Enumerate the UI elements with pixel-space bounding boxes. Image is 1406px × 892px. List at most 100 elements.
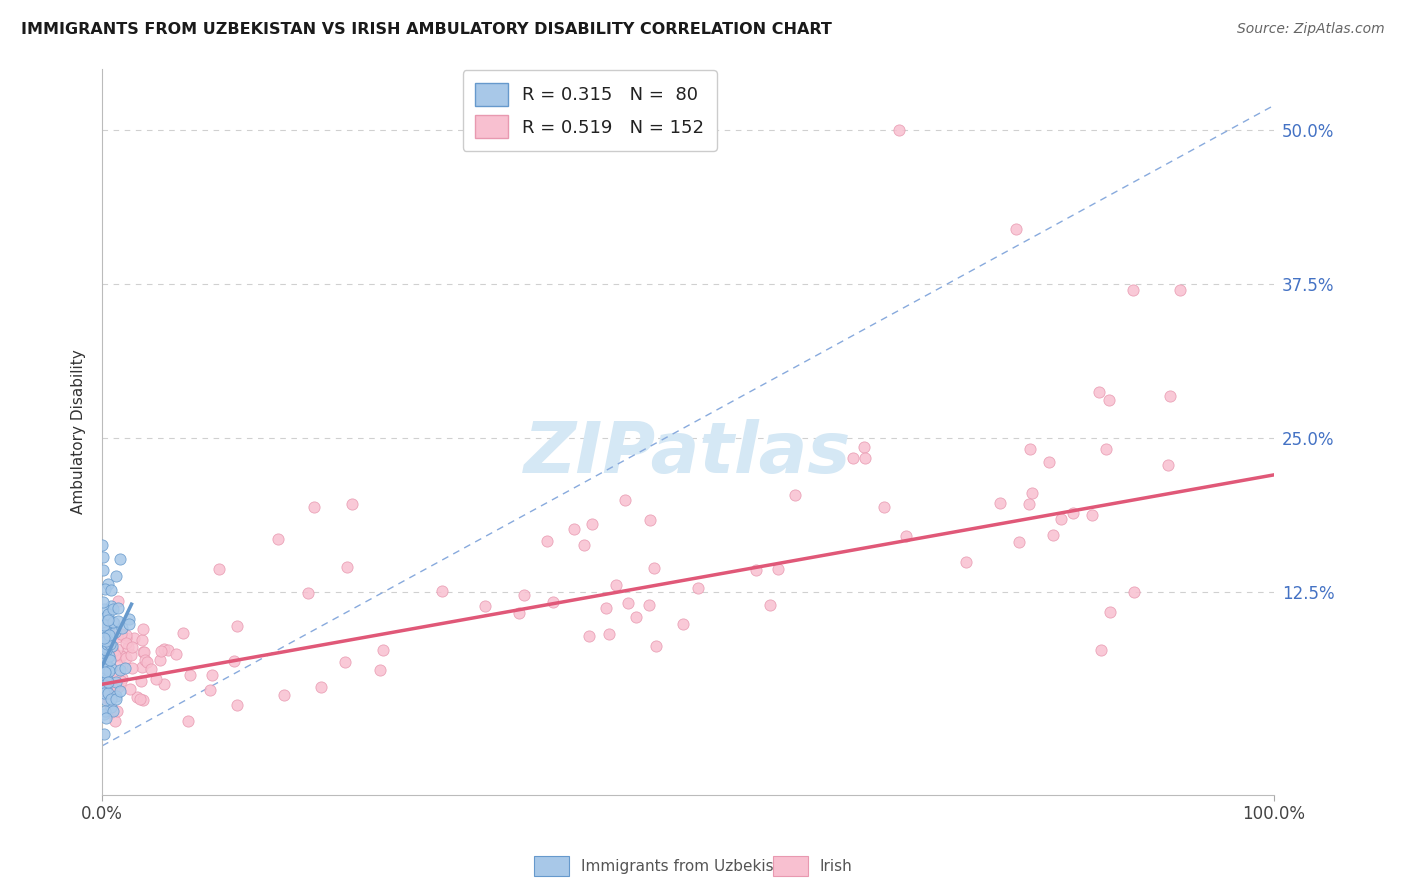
Point <box>103 680 125 694</box>
Point <box>98 630 121 644</box>
Point <box>432 583 454 598</box>
Point <box>93 632 115 647</box>
Point <box>97 686 120 700</box>
Point <box>93 654 115 668</box>
Point <box>97 690 120 704</box>
Point <box>97 619 120 633</box>
Point <box>91 539 114 553</box>
Point <box>98 653 121 667</box>
Point <box>578 630 600 644</box>
Point <box>153 677 176 691</box>
Point <box>1018 442 1040 456</box>
Point <box>96 690 118 705</box>
Point <box>179 668 201 682</box>
Point <box>474 599 496 613</box>
Point <box>94 634 117 648</box>
Point <box>105 704 128 718</box>
Point <box>595 601 617 615</box>
Point <box>91 549 114 564</box>
Point <box>1095 442 1118 456</box>
Point <box>97 613 120 627</box>
Point <box>617 597 640 611</box>
Point <box>153 641 176 656</box>
Point <box>115 651 138 665</box>
Point <box>105 675 128 690</box>
Point <box>93 706 115 721</box>
Point <box>93 664 115 678</box>
Point <box>98 706 121 721</box>
Point <box>222 654 245 668</box>
Point <box>766 562 789 576</box>
Point <box>842 450 865 465</box>
Point <box>111 621 134 635</box>
Point <box>93 646 115 660</box>
Point <box>132 645 155 659</box>
Point <box>93 704 115 718</box>
Point <box>97 672 120 686</box>
Point <box>108 663 131 677</box>
Point <box>107 594 129 608</box>
Point <box>166 648 188 662</box>
Point <box>562 522 585 536</box>
Point <box>1090 642 1112 657</box>
Point <box>93 665 115 679</box>
Point <box>156 643 179 657</box>
Point <box>94 673 117 687</box>
Point <box>105 692 128 706</box>
Point <box>96 609 118 624</box>
Point <box>1157 458 1180 472</box>
Point <box>139 662 162 676</box>
Point <box>108 649 131 664</box>
Point <box>94 665 117 679</box>
Point <box>887 123 910 137</box>
Point <box>368 663 391 677</box>
Point <box>93 690 115 704</box>
Point <box>96 637 118 651</box>
Point <box>226 619 249 633</box>
Point <box>96 711 118 725</box>
Point <box>103 615 125 629</box>
Point <box>93 646 115 660</box>
Point <box>273 688 295 702</box>
Point <box>101 640 124 654</box>
Point <box>104 714 127 728</box>
Point <box>94 627 117 641</box>
Point <box>118 681 141 696</box>
Point <box>149 653 172 667</box>
Point <box>94 678 117 692</box>
Point <box>1123 585 1146 599</box>
Point <box>955 555 977 569</box>
Point <box>132 693 155 707</box>
Point <box>93 652 115 666</box>
Point <box>129 674 152 689</box>
Point <box>97 675 120 690</box>
Point <box>97 648 120 662</box>
Point <box>1062 507 1084 521</box>
Point <box>626 610 648 624</box>
Point <box>94 679 117 693</box>
Point <box>97 628 120 642</box>
Point <box>125 690 148 705</box>
Text: Source: ZipAtlas.com: Source: ZipAtlas.com <box>1237 22 1385 37</box>
Point <box>103 673 125 687</box>
Point <box>335 655 357 669</box>
Point <box>101 705 124 719</box>
Point <box>614 492 637 507</box>
Point <box>118 617 141 632</box>
Point <box>118 612 141 626</box>
Point <box>93 631 115 645</box>
Point <box>745 563 768 577</box>
Point <box>134 653 156 667</box>
Point <box>96 643 118 657</box>
Point <box>1098 605 1121 619</box>
Point <box>114 661 136 675</box>
Point <box>110 552 132 566</box>
Point <box>643 561 665 575</box>
Point <box>96 631 118 645</box>
Point <box>104 667 127 681</box>
Y-axis label: Ambulatory Disability: Ambulatory Disability <box>72 350 86 514</box>
Point <box>783 488 806 502</box>
Point <box>645 639 668 653</box>
Point <box>1049 512 1071 526</box>
Point <box>1088 384 1111 399</box>
